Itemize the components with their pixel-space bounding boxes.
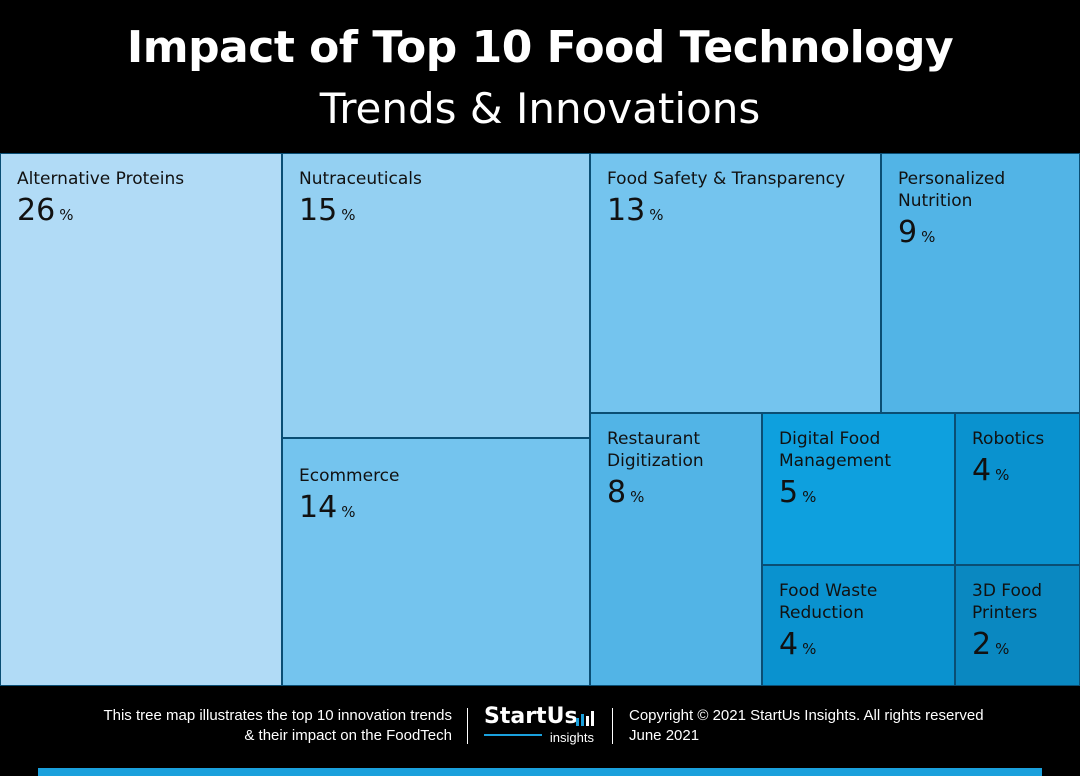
tile-label: Personalized Nutrition [898,169,1006,211]
footer-description: This tree map illustrates the top 10 inn… [0,706,452,746]
treemap-tile-robotics: Robotics 4% [955,413,1080,565]
tile-value: 5% [779,476,944,514]
chart-header: Impact of Top 10 Food Technology Trends … [0,0,1080,153]
tile-value-number: 26 [17,193,56,228]
tile-label: Nutraceuticals [299,169,422,189]
tile-label: Ecommerce [299,466,400,486]
tile-value-unit: % [921,228,936,246]
tile-value-number: 4 [972,453,992,488]
logo-underline [484,734,542,736]
tile-value-unit: % [59,206,74,224]
tile-value: 15% [299,194,579,232]
tile-value: 2% [972,628,1069,666]
chart-title: Impact of Top 10 Food Technology [126,22,954,73]
treemap-tile-alternative-proteins: Alternative Proteins 26% [0,153,282,686]
footer-description-line2: & their impact on the FoodTech [244,727,452,744]
tile-value-unit: % [341,503,356,521]
tile-value-unit: % [649,206,664,224]
tile-value-number: 5 [779,475,799,510]
footer-description-line1: This tree map illustrates the top 10 inn… [103,707,452,724]
footer-copyright: Copyright © 2021 StartUs Insights. All r… [629,707,984,724]
treemap-tile-3d-food-printers: 3D Food Printers 2% [955,565,1080,686]
footer-copyright-block: Copyright © 2021 StartUs Insights. All r… [629,706,1069,746]
tile-value-number: 2 [972,627,992,662]
footer-date: June 2021 [629,727,700,744]
startus-logo: StartUs insights [484,704,596,748]
tile-value: 26% [17,194,271,232]
tile-value-number: 9 [898,215,918,250]
tile-value: 14% [299,491,579,529]
footer-divider-left [467,708,468,744]
tile-value: 9% [898,216,1069,254]
treemap-tile-personalized-nutrition: Personalized Nutrition 9% [881,153,1080,413]
tile-value: 8% [607,476,751,514]
footer: This tree map illustrates the top 10 inn… [0,686,1080,776]
tile-value-unit: % [341,206,356,224]
tile-value: 4% [779,628,944,666]
tile-label: Robotics [972,429,1045,449]
tile-value-unit: % [995,466,1010,484]
tile-value-unit: % [802,488,817,506]
tile-value: 13% [607,194,870,232]
bar-chart-icon [576,711,594,726]
chart-subtitle: Trends & Innovations [319,84,761,133]
tile-label: Food Waste Reduction [779,581,878,623]
tile-label: Digital Food Management [779,429,891,471]
footer-divider-right [612,708,613,744]
tile-label: Food Safety & Transparency [607,169,845,189]
treemap-tile-ecommerce: Ecommerce 14% [282,438,590,686]
logo-wordmark: StartUs [484,704,578,729]
logo-subtitle: insights [549,730,594,745]
tile-value: 4% [972,454,1069,492]
treemap-tile-food-safety-and-transparency: Food Safety & Transparency 13% [590,153,881,413]
tile-value-number: 15 [299,193,338,228]
tile-value-unit: % [802,640,817,658]
tile-value-unit: % [630,488,645,506]
tile-value-unit: % [995,640,1010,658]
tile-label: 3D Food Printers [972,581,1043,623]
bottom-accent-bar [38,768,1042,776]
tile-value-number: 13 [607,193,646,228]
tile-label: Restaurant Digitization [607,429,704,471]
treemap-tile-food-waste-reduction: Food Waste Reduction 4% [762,565,955,686]
treemap-tile-nutraceuticals: Nutraceuticals 15% [282,153,590,438]
tile-label: Alternative Proteins [17,169,185,189]
tile-value-number: 4 [779,627,799,662]
tile-value-number: 8 [607,475,627,510]
treemap: Alternative Proteins 26% Nutraceuticals 15%… [0,153,1080,686]
treemap-tile-digital-food-management: Digital Food Management 5% [762,413,955,565]
treemap-tile-restaurant-digitization: Restaurant Digitization 8% [590,413,762,686]
tile-value-number: 14 [299,490,338,525]
